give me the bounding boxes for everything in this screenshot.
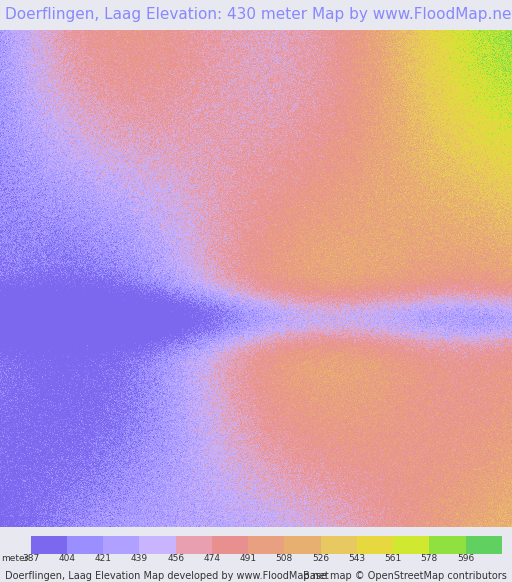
Bar	[139, 536, 176, 554]
Bar	[465, 536, 502, 554]
Text: 421: 421	[95, 554, 112, 563]
Text: Doerflingen, Laag Elevation: 430 meter Map by www.FloodMap.net (beta): Doerflingen, Laag Elevation: 430 meter M…	[5, 8, 512, 23]
Bar	[429, 536, 465, 554]
Text: Doerflingen, Laag Elevation Map developed by www.FloodMap.net: Doerflingen, Laag Elevation Map develope…	[5, 571, 329, 581]
Text: 491: 491	[240, 554, 257, 563]
Bar	[393, 536, 429, 554]
Text: 387: 387	[22, 554, 39, 563]
Text: meter: meter	[1, 554, 28, 563]
Text: 543: 543	[348, 554, 366, 563]
Text: 596: 596	[457, 554, 474, 563]
Bar	[321, 536, 357, 554]
Bar	[67, 536, 103, 554]
Text: 474: 474	[203, 554, 220, 563]
Text: 578: 578	[421, 554, 438, 563]
Bar	[212, 536, 248, 554]
Text: Base map © OpenStreetMap contributors: Base map © OpenStreetMap contributors	[303, 571, 507, 581]
Bar	[103, 536, 139, 554]
Text: 404: 404	[58, 554, 75, 563]
Text: 526: 526	[312, 554, 329, 563]
Bar	[357, 536, 393, 554]
Text: 508: 508	[276, 554, 293, 563]
Bar	[248, 536, 284, 554]
Bar	[176, 536, 212, 554]
Bar	[284, 536, 321, 554]
Text: 456: 456	[167, 554, 184, 563]
Text: 439: 439	[131, 554, 148, 563]
Text: 561: 561	[385, 554, 402, 563]
Bar	[31, 536, 67, 554]
